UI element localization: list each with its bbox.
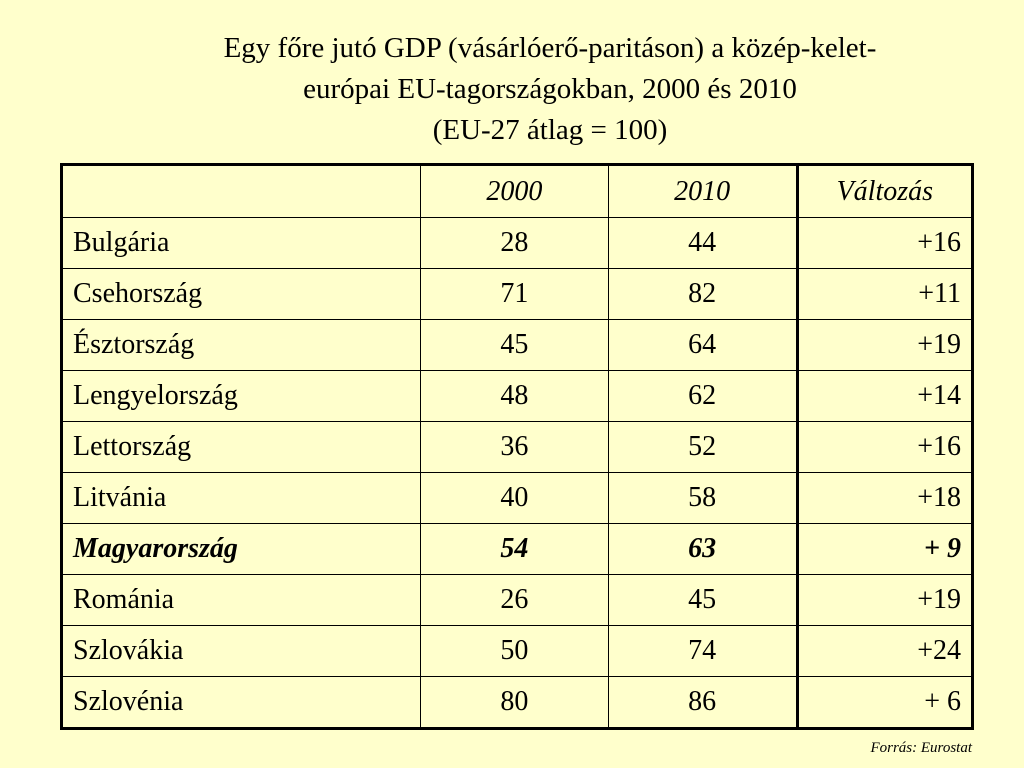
country-cell: Szlovákia <box>61 625 421 677</box>
header-2000: 2000 <box>419 164 609 218</box>
change-cell: +24 <box>795 625 974 677</box>
value-2000-cell: 50 <box>419 625 609 677</box>
value-2000-cell: 71 <box>419 268 609 320</box>
country-cell: Lengyelország <box>61 370 421 422</box>
change-cell: + 9 <box>795 523 974 575</box>
value-2010-cell: 64 <box>607 319 798 371</box>
value-2000-cell: 80 <box>419 676 609 729</box>
table-row: Lengyelország 48 62 +14 <box>61 370 974 422</box>
table-row: Litvánia 40 58 +18 <box>61 472 974 524</box>
table-row: Románia 26 45 +19 <box>61 574 974 626</box>
value-2000-cell: 48 <box>419 370 609 422</box>
table-header-row: 2000 2010 Változás <box>61 164 974 218</box>
value-2000-cell: 40 <box>419 472 609 524</box>
value-2010-cell: 82 <box>607 268 798 320</box>
table-row: Észtország 45 64 +19 <box>61 319 974 371</box>
slide-title: Egy főre jutó GDP (vásárlóerő-paritáson)… <box>60 28 1024 151</box>
value-2010-cell: 58 <box>607 472 798 524</box>
country-cell: Lettország <box>61 421 421 473</box>
change-cell: +19 <box>795 319 974 371</box>
title-line-1: Egy főre jutó GDP (vásárlóerő-paritáson)… <box>223 32 877 64</box>
header-change: Változás <box>795 164 974 218</box>
title-line-2: európai EU-tagországokban, 2000 és 2010 <box>303 73 797 105</box>
table-row: Szlovákia 50 74 +24 <box>61 625 974 677</box>
value-2010-cell: 52 <box>607 421 798 473</box>
country-cell: Románia <box>61 574 421 626</box>
value-2000-cell: 28 <box>419 217 609 269</box>
value-2000-cell: 45 <box>419 319 609 371</box>
table-row: Bulgária 28 44 +16 <box>61 217 974 269</box>
value-2010-cell: 74 <box>607 625 798 677</box>
table-row: Csehország 71 82 +11 <box>61 268 974 320</box>
value-2010-cell: 45 <box>607 574 798 626</box>
source-note: Forrás: Eurostat <box>870 740 972 756</box>
value-2010-cell: 44 <box>607 217 798 269</box>
country-cell: Bulgária <box>61 217 421 269</box>
change-cell: +14 <box>795 370 974 422</box>
header-2010: 2010 <box>607 164 798 218</box>
title-line-3: (EU-27 átlag = 100) <box>432 114 668 146</box>
table-row: Szlovénia 80 86 + 6 <box>61 676 974 729</box>
country-cell: Magyarország <box>61 523 421 575</box>
value-2010-cell: 63 <box>607 523 798 575</box>
change-cell: +18 <box>795 472 974 524</box>
country-cell: Csehország <box>61 268 421 320</box>
change-cell: +16 <box>795 217 974 269</box>
value-2000-cell: 36 <box>419 421 609 473</box>
change-cell: + 6 <box>795 676 974 729</box>
table-row: Magyarország 54 63 + 9 <box>61 523 974 575</box>
gdp-table: 2000 2010 Változás Bulgária 28 44 +16 Csehor… <box>60 163 974 730</box>
change-cell: +19 <box>795 574 974 626</box>
change-cell: +11 <box>795 268 974 320</box>
table-row: Lettország 36 52 +16 <box>61 421 974 473</box>
value-2010-cell: 62 <box>607 370 798 422</box>
value-2000-cell: 26 <box>419 574 609 626</box>
change-cell: +16 <box>795 421 974 473</box>
value-2010-cell: 86 <box>607 676 798 729</box>
country-cell: Észtország <box>61 319 421 371</box>
header-country <box>61 164 421 218</box>
value-2000-cell: 54 <box>419 523 609 575</box>
country-cell: Szlovénia <box>61 676 421 729</box>
country-cell: Litvánia <box>61 472 421 524</box>
